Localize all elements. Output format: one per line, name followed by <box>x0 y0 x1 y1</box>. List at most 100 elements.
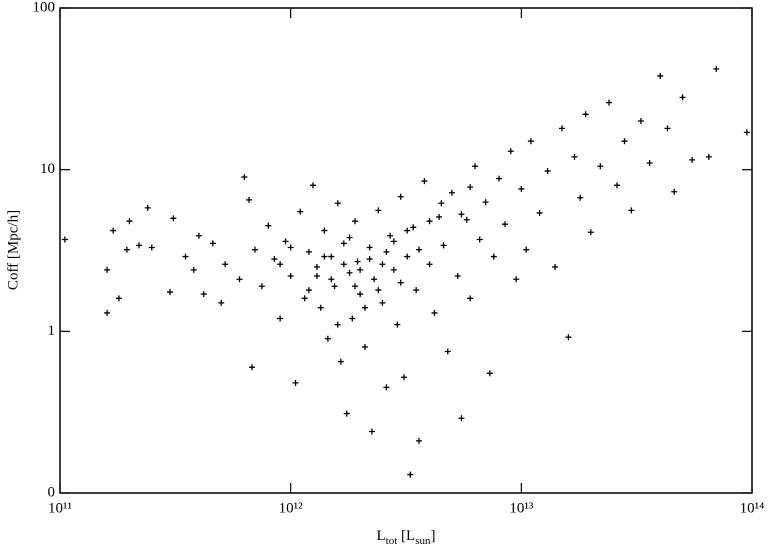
point <box>361 304 368 311</box>
point <box>265 222 272 229</box>
point <box>287 272 294 279</box>
point <box>482 199 489 206</box>
point <box>328 276 335 283</box>
point <box>190 266 197 273</box>
point <box>558 125 565 132</box>
point <box>305 248 312 255</box>
point <box>401 374 408 381</box>
point <box>476 236 483 243</box>
y-axis-label: Coff [Mpc/h] <box>5 210 21 290</box>
point <box>513 276 520 283</box>
point <box>606 99 613 106</box>
point <box>407 471 414 478</box>
point <box>251 246 258 253</box>
point <box>351 218 358 225</box>
point <box>440 242 447 249</box>
y-tick-label: 100 <box>33 0 56 15</box>
point <box>135 242 142 249</box>
point <box>394 321 401 328</box>
point <box>383 248 390 255</box>
point <box>544 168 551 175</box>
point <box>271 256 278 263</box>
point <box>523 246 530 253</box>
point <box>379 299 386 306</box>
point <box>349 315 356 322</box>
point <box>61 236 68 243</box>
point <box>587 229 594 236</box>
point <box>495 175 502 182</box>
x-tick-label: 10¹¹ <box>48 500 72 516</box>
point <box>182 253 189 260</box>
point <box>597 163 604 170</box>
point <box>331 283 338 290</box>
point <box>321 253 328 260</box>
point <box>438 200 445 207</box>
point <box>277 261 284 268</box>
point <box>167 289 174 296</box>
point <box>313 264 320 270</box>
point <box>246 196 253 203</box>
y-tick-label: 1 <box>48 323 56 339</box>
point <box>346 269 353 276</box>
point <box>571 153 578 160</box>
point <box>195 232 202 239</box>
point <box>346 234 353 241</box>
x-axis-label: Ltot [Lsun] <box>377 528 436 546</box>
point <box>679 94 686 101</box>
point <box>410 224 417 231</box>
point <box>536 209 543 216</box>
point <box>444 348 451 355</box>
point <box>123 246 130 253</box>
y-tick-label: 0 <box>48 484 56 500</box>
point <box>366 256 373 263</box>
point <box>743 129 750 136</box>
point <box>351 283 358 290</box>
point <box>421 178 428 185</box>
point <box>104 309 111 316</box>
point <box>577 194 584 201</box>
point <box>297 208 304 215</box>
point <box>518 185 525 192</box>
point <box>258 283 265 290</box>
point <box>413 287 420 294</box>
point <box>390 266 397 273</box>
point <box>375 207 382 214</box>
point <box>305 287 312 294</box>
point <box>404 253 411 260</box>
point <box>287 244 294 251</box>
point <box>390 238 397 245</box>
point <box>426 261 433 268</box>
point <box>301 295 308 302</box>
point <box>366 244 373 251</box>
point <box>582 111 589 118</box>
point <box>431 309 438 316</box>
point <box>383 384 390 391</box>
point <box>621 138 628 145</box>
point <box>249 364 256 371</box>
point <box>334 321 341 328</box>
point <box>458 211 465 218</box>
point <box>236 276 243 283</box>
point <box>527 138 534 145</box>
point <box>343 410 350 417</box>
x-tick-label: 10¹³ <box>509 500 533 516</box>
point <box>337 358 344 365</box>
point <box>637 118 644 124</box>
point <box>657 72 664 79</box>
point <box>472 163 479 170</box>
y-tick-label: 10 <box>40 161 55 177</box>
point <box>371 276 378 283</box>
point <box>144 204 151 211</box>
point <box>671 188 678 195</box>
x-tick-label: 10¹² <box>279 500 303 516</box>
point <box>361 344 368 350</box>
point <box>507 148 514 155</box>
point <box>115 295 122 302</box>
point <box>357 291 364 298</box>
point <box>313 272 320 279</box>
point <box>646 159 653 166</box>
point <box>397 279 404 286</box>
point <box>340 261 347 268</box>
point <box>448 189 455 196</box>
point <box>628 207 635 214</box>
